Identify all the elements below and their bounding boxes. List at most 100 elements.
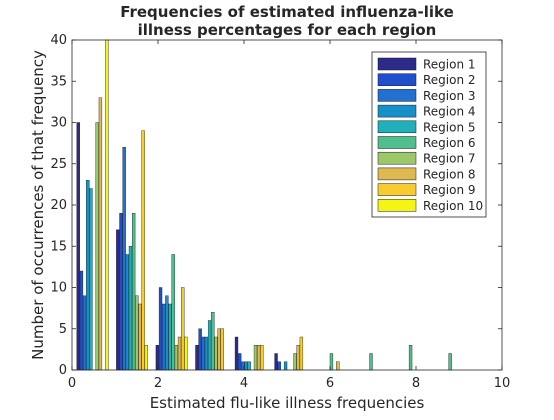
- bar-region-2: [158, 287, 163, 371]
- y-tick-label: 10: [50, 281, 67, 296]
- y-tick-label: 25: [50, 157, 67, 172]
- bar-region-8: [177, 336, 182, 371]
- legend-label: Region 2: [423, 73, 476, 87]
- chart-title: Frequencies of estimated influenza-like i…: [120, 3, 454, 39]
- bar-region-1: [195, 345, 199, 371]
- legend-swatch: [377, 136, 417, 149]
- bar-region-1: [155, 345, 160, 371]
- y-axis: 0 5 10 15 20 25 30 35 40: [50, 33, 502, 378]
- bar-region-6: [329, 353, 334, 371]
- legend-swatch: [377, 89, 417, 102]
- y-tick-label: 40: [50, 33, 67, 48]
- bar-region-4: [283, 361, 288, 371]
- bar-region-4: [86, 180, 90, 371]
- bar-region-9: [220, 328, 224, 371]
- bar-region-7: [95, 122, 99, 371]
- legend-label: Region 6: [423, 136, 476, 150]
- bar-region-8: [296, 345, 300, 371]
- bar-region-9: [260, 345, 264, 371]
- bar-region-9: [299, 336, 304, 371]
- bar-region-9: [141, 130, 145, 371]
- legend-label: Region 1: [423, 58, 476, 72]
- legend-label: Region 9: [423, 183, 476, 197]
- y-tick-label: 20: [50, 198, 67, 213]
- y-tick-label: 35: [50, 74, 67, 89]
- bar-region-8: [217, 328, 221, 371]
- bar-region-6: [131, 213, 136, 371]
- bar-region-8: [336, 361, 340, 371]
- legend-label: Region 10: [423, 199, 483, 213]
- bar-region-8: [257, 345, 261, 371]
- legend-swatch: [377, 73, 417, 86]
- bar-region-2: [119, 213, 123, 371]
- bar-region-7: [214, 336, 218, 371]
- bar-region-5: [207, 320, 212, 371]
- legend-swatch: [377, 183, 417, 196]
- x-tick-label: 2: [154, 376, 162, 391]
- bar-region-7: [135, 295, 139, 371]
- bar-region-10: [105, 39, 109, 371]
- legend-label: Region 3: [423, 89, 476, 103]
- y-tick-label: 5: [59, 322, 67, 337]
- x-tick-label: 4: [240, 376, 248, 391]
- bar-region-3: [82, 295, 87, 371]
- x-axis: 0 2 4 6 8 10: [68, 40, 510, 391]
- legend-label: Region 7: [423, 152, 476, 166]
- legend-swatch: [377, 104, 417, 118]
- bar-region-7: [253, 345, 258, 371]
- bar-region-2: [198, 328, 202, 371]
- x-tick-label: 6: [326, 376, 334, 391]
- bar-region-6: [211, 312, 215, 371]
- bar-region-2: [79, 270, 84, 371]
- bar-region-6: [408, 345, 413, 371]
- bar-region-6: [171, 254, 175, 371]
- chart-title-line: illness percentages for each region: [138, 21, 437, 39]
- y-tick-label: 15: [50, 239, 67, 254]
- legend-swatch: [377, 57, 417, 71]
- legend-label: Region 8: [423, 167, 476, 181]
- y-axis-label: Number of occurrences of that frequency: [29, 50, 47, 360]
- bar-region-3: [122, 147, 126, 371]
- bar-region-1: [234, 336, 239, 371]
- chart-title-line: Frequencies of estimated influenza-like: [120, 3, 454, 21]
- bar-region-9: [181, 287, 185, 371]
- bar-region-10: [184, 336, 188, 371]
- bar-region-10: [144, 345, 148, 371]
- bar-region-1: [76, 122, 80, 371]
- bar-region-7: [174, 345, 179, 371]
- x-tick-label: 8: [412, 376, 420, 391]
- bar-region-4: [125, 254, 129, 371]
- y-tick-label: 30: [50, 116, 67, 131]
- x-tick-label: 0: [68, 376, 76, 391]
- y-tick-label: 0: [59, 363, 67, 378]
- bar-region-5: [128, 246, 133, 371]
- bar-region-5: [247, 361, 251, 371]
- bar-region-4: [204, 336, 209, 371]
- bars-group: [76, 39, 452, 371]
- bar-region-3: [162, 303, 166, 371]
- bar-region-6: [448, 353, 452, 371]
- bar-region-2: [277, 361, 281, 371]
- legend-swatch: [377, 167, 417, 181]
- legend-label: Region 5: [423, 120, 476, 134]
- bar-region-8: [138, 303, 142, 371]
- legend-label: Region 4: [423, 105, 476, 119]
- bar-region-3: [201, 336, 205, 371]
- x-tick-label: 10: [494, 376, 511, 391]
- legend-swatch: [377, 120, 417, 134]
- legend-swatch: [377, 199, 417, 212]
- bar-region-7: [293, 353, 297, 371]
- legend-swatch: [377, 151, 417, 165]
- bar-region-5: [89, 188, 93, 371]
- bar-region-8: [98, 97, 103, 371]
- bar-region-6: [369, 353, 373, 371]
- bar-region-1: [274, 353, 278, 371]
- bar-region-2: [238, 353, 242, 371]
- bar-region-4: [244, 361, 248, 371]
- bar-region-1: [116, 229, 120, 371]
- x-axis-label: Estimated flu-like illness frequencies: [150, 394, 425, 412]
- bar-region-5: [168, 303, 172, 371]
